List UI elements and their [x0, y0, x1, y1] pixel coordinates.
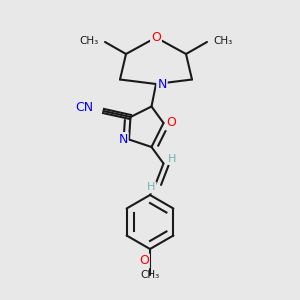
Text: O: O: [166, 116, 176, 130]
Text: N: N: [157, 77, 167, 91]
Text: CN: CN: [75, 101, 93, 114]
Text: N: N: [118, 133, 128, 146]
Text: H: H: [168, 154, 177, 164]
Text: H: H: [147, 182, 156, 193]
Text: CH₃: CH₃: [140, 269, 160, 280]
Text: O: O: [139, 254, 149, 268]
Text: CH₃: CH₃: [80, 35, 99, 46]
Text: O: O: [151, 31, 161, 44]
Text: CH₃: CH₃: [213, 35, 232, 46]
